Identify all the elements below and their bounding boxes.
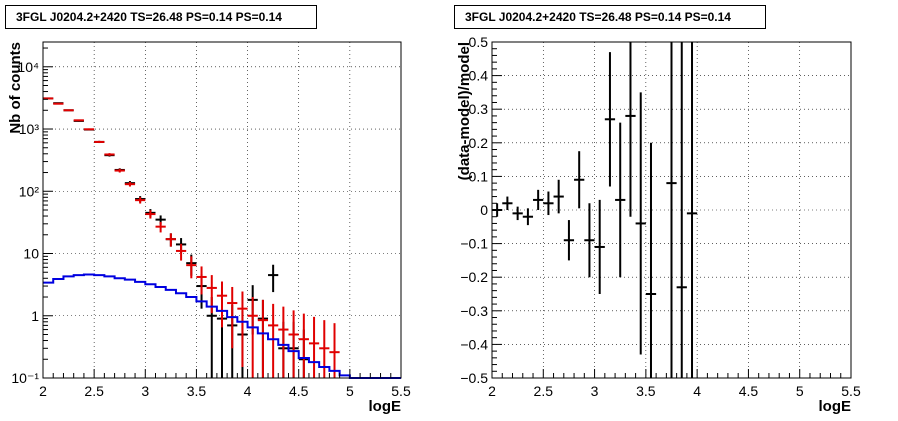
x-tick-label: 2.5: [84, 383, 104, 399]
x-tick-label: 2.5: [534, 383, 554, 399]
x-tick-label: 4.5: [739, 383, 759, 399]
x-tick-label: 4: [244, 383, 252, 399]
x-tick-label: 3: [141, 383, 149, 399]
y-tick-label: 10³: [19, 121, 40, 137]
y-tick-label: −0.3: [460, 303, 488, 319]
y-tick-label: 0: [480, 202, 488, 218]
x-tick-label: 4.5: [289, 383, 309, 399]
right-chart-title: 3FGL J0204.2+2420 TS=26.48 PS=0.14 PS=0.…: [454, 5, 766, 29]
y-tick-label: 0.4: [469, 68, 489, 84]
x-tick-label: 3.5: [187, 383, 207, 399]
x-tick-label: 5.5: [391, 383, 411, 399]
left-chart-title: 3FGL J0204.2+2420 TS=26.48 PS=0.14 PS=0.…: [5, 5, 317, 29]
y-tick-label: 10⁻¹: [11, 370, 39, 386]
residuals-panel: 2 2.5 3 3.5 4 4.5 5 5.5 −0.5 −0.4 −0.3 −0.2 −0.1 0 0.1…: [456, 34, 861, 415]
x-tick-label: 3.5: [636, 383, 656, 399]
y-tick-label: 0.3: [469, 101, 489, 117]
y-tick-label: −0.4: [460, 336, 488, 352]
y-tick-label: −0.1: [460, 236, 488, 252]
y-tick-label: 0.2: [469, 135, 489, 151]
x-axis-label: logE: [369, 398, 402, 415]
x-tick-label: 5: [346, 383, 354, 399]
y-tick-label: 10: [23, 246, 39, 262]
y-axis-label: Nb of counts: [7, 42, 24, 134]
x-tick-label: 3: [591, 383, 599, 399]
x-tick-label: 2: [39, 383, 47, 399]
y-tick-label: 1: [31, 308, 39, 324]
y-tick-label: 10⁴: [17, 59, 39, 75]
y-tick-label: −0.2: [460, 269, 488, 285]
y-axis-label: (data-model)/model: [456, 42, 473, 180]
x-tick-label: 4: [693, 383, 701, 399]
y-tick-label: 10²: [19, 183, 40, 199]
x-tick-label: 2: [488, 383, 496, 399]
y-tick-label: 0.1: [469, 168, 489, 184]
y-tick-label: 0.5: [469, 34, 489, 50]
y-tick-label: −0.5: [460, 370, 488, 386]
x-axis-label: logE: [819, 398, 852, 415]
x-tick-label: 5: [796, 383, 804, 399]
x-tick-label: 5.5: [841, 383, 861, 399]
counts-panel: 2 2.5 3 3.5 4 4.5 5 5.5 10⁻¹ 1 10 10² 10³ 10⁴ logE Nb o…: [7, 41, 411, 415]
model-step-line: [43, 273, 401, 379]
